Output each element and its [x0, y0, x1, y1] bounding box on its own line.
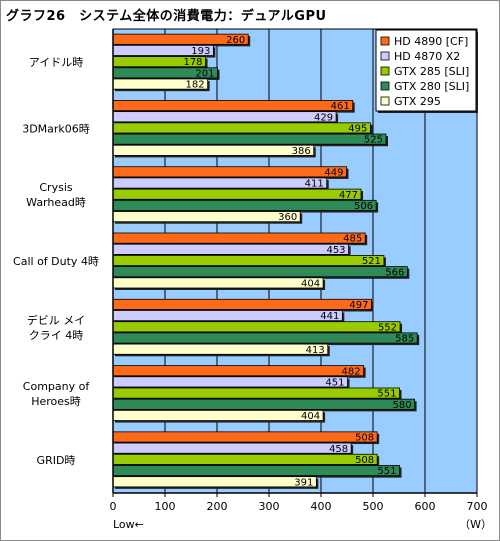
x-tick-label: 100 — [155, 500, 176, 513]
bar-value-label: 495 — [348, 124, 367, 135]
bar-value-label: 585 — [395, 334, 414, 345]
bar-value-label: 482 — [342, 366, 361, 377]
bar — [112, 343, 329, 355]
category-label: Heroes時 — [31, 395, 81, 408]
bar — [112, 199, 377, 211]
bar — [112, 144, 315, 156]
bar-value-label: 441 — [320, 311, 339, 322]
bar — [112, 321, 401, 333]
bar — [112, 254, 385, 266]
category-label: 3DMark06時 — [22, 122, 90, 135]
category-label: Warhead時 — [26, 196, 86, 209]
bar-value-label: 451 — [325, 377, 344, 388]
bar-value-label: 201 — [195, 68, 214, 79]
bar-value-label: 391 — [294, 477, 313, 488]
x-tick-label: 700 — [467, 500, 488, 513]
bar — [112, 298, 372, 310]
chart-title: グラフ26 システム全体の消費電力：デュアルGPU — [6, 9, 327, 24]
legend-entry: HD 4890 [CF] — [394, 35, 468, 48]
legend-swatch — [380, 66, 390, 76]
bar-value-label: 260 — [226, 35, 245, 46]
bar-value-label: 552 — [378, 322, 397, 333]
category-label: Call of Duty 4時 — [13, 255, 99, 268]
legend-entry: GTX 280 [SLI] — [394, 80, 469, 93]
bar-value-label: 458 — [329, 444, 348, 455]
bar — [112, 243, 349, 255]
bar — [112, 211, 301, 223]
bar-value-label: 193 — [191, 46, 210, 57]
category-label: クライ 4時 — [29, 329, 84, 342]
legend — [375, 29, 477, 112]
bar-value-label: 404 — [301, 279, 320, 290]
x-tick-label: 300 — [259, 500, 280, 513]
bar — [112, 409, 324, 421]
bar-value-label: 580 — [393, 400, 412, 411]
bar — [112, 453, 378, 465]
bar — [112, 100, 354, 112]
bar-value-label: 497 — [349, 300, 368, 311]
bar — [112, 111, 337, 123]
bar — [112, 266, 408, 278]
bar-value-label: 485 — [343, 234, 362, 245]
category-label: GRID時 — [37, 454, 76, 467]
bar — [112, 122, 371, 134]
bar-value-label: 404 — [301, 411, 320, 422]
x-tick-label: 400 — [311, 500, 332, 513]
bar — [112, 177, 328, 189]
bar — [112, 398, 416, 410]
bar-value-label: 551 — [377, 466, 396, 477]
category-label: アイドル時 — [29, 56, 83, 69]
bar-value-label: 477 — [339, 190, 358, 201]
bar — [112, 277, 324, 289]
legend-entry: GTX 285 [SLI] — [394, 65, 469, 78]
unit-label: （W） — [459, 518, 492, 531]
legend-swatch — [380, 36, 390, 46]
bar-value-label: 182 — [186, 80, 205, 91]
bar-value-label: 551 — [377, 389, 396, 400]
bar — [112, 376, 348, 388]
bar-value-label: 453 — [326, 245, 345, 256]
bar-value-label: 429 — [314, 112, 333, 123]
legend-entry: GTX 295 — [394, 95, 441, 108]
category-label: Crysis — [39, 181, 73, 194]
bar-value-label: 566 — [385, 267, 404, 278]
bar — [112, 188, 362, 200]
bar-value-label: 521 — [362, 256, 381, 267]
bar — [112, 133, 387, 145]
bar — [112, 365, 365, 377]
bar-value-label: 360 — [278, 212, 297, 223]
x-tick-label: 500 — [363, 500, 384, 513]
x-tick-label: 600 — [415, 500, 436, 513]
bar — [112, 166, 347, 178]
bar-value-label: 386 — [292, 146, 311, 157]
bar-value-label: 508 — [355, 455, 374, 466]
x-tick-label: 0 — [110, 500, 117, 513]
legend-swatch — [380, 51, 390, 61]
legend-swatch — [380, 96, 390, 106]
bar — [112, 310, 343, 322]
category-label: デビル メイ — [27, 313, 86, 327]
category-label: Company of — [23, 380, 91, 393]
bar — [112, 232, 366, 244]
bar — [112, 431, 378, 443]
bar-value-label: 461 — [331, 101, 350, 112]
bar — [112, 465, 400, 477]
x-tick-label: 200 — [207, 500, 228, 513]
plot-border — [112, 28, 478, 494]
bar-value-label: 411 — [305, 179, 324, 190]
legend-swatch — [380, 81, 390, 91]
bar-value-label: 413 — [306, 345, 325, 356]
bar-value-label: 178 — [183, 57, 202, 68]
bar — [112, 332, 418, 344]
bar-value-label: 508 — [355, 433, 374, 444]
bar — [112, 387, 400, 399]
x-axis-low-label: Low← — [113, 518, 144, 531]
bar — [112, 442, 352, 454]
bar-value-label: 525 — [364, 135, 383, 146]
bar — [112, 476, 317, 488]
bar-value-label: 449 — [324, 167, 343, 178]
legend-entry: HD 4870 X2 — [394, 50, 460, 63]
bar-value-label: 506 — [354, 201, 373, 212]
